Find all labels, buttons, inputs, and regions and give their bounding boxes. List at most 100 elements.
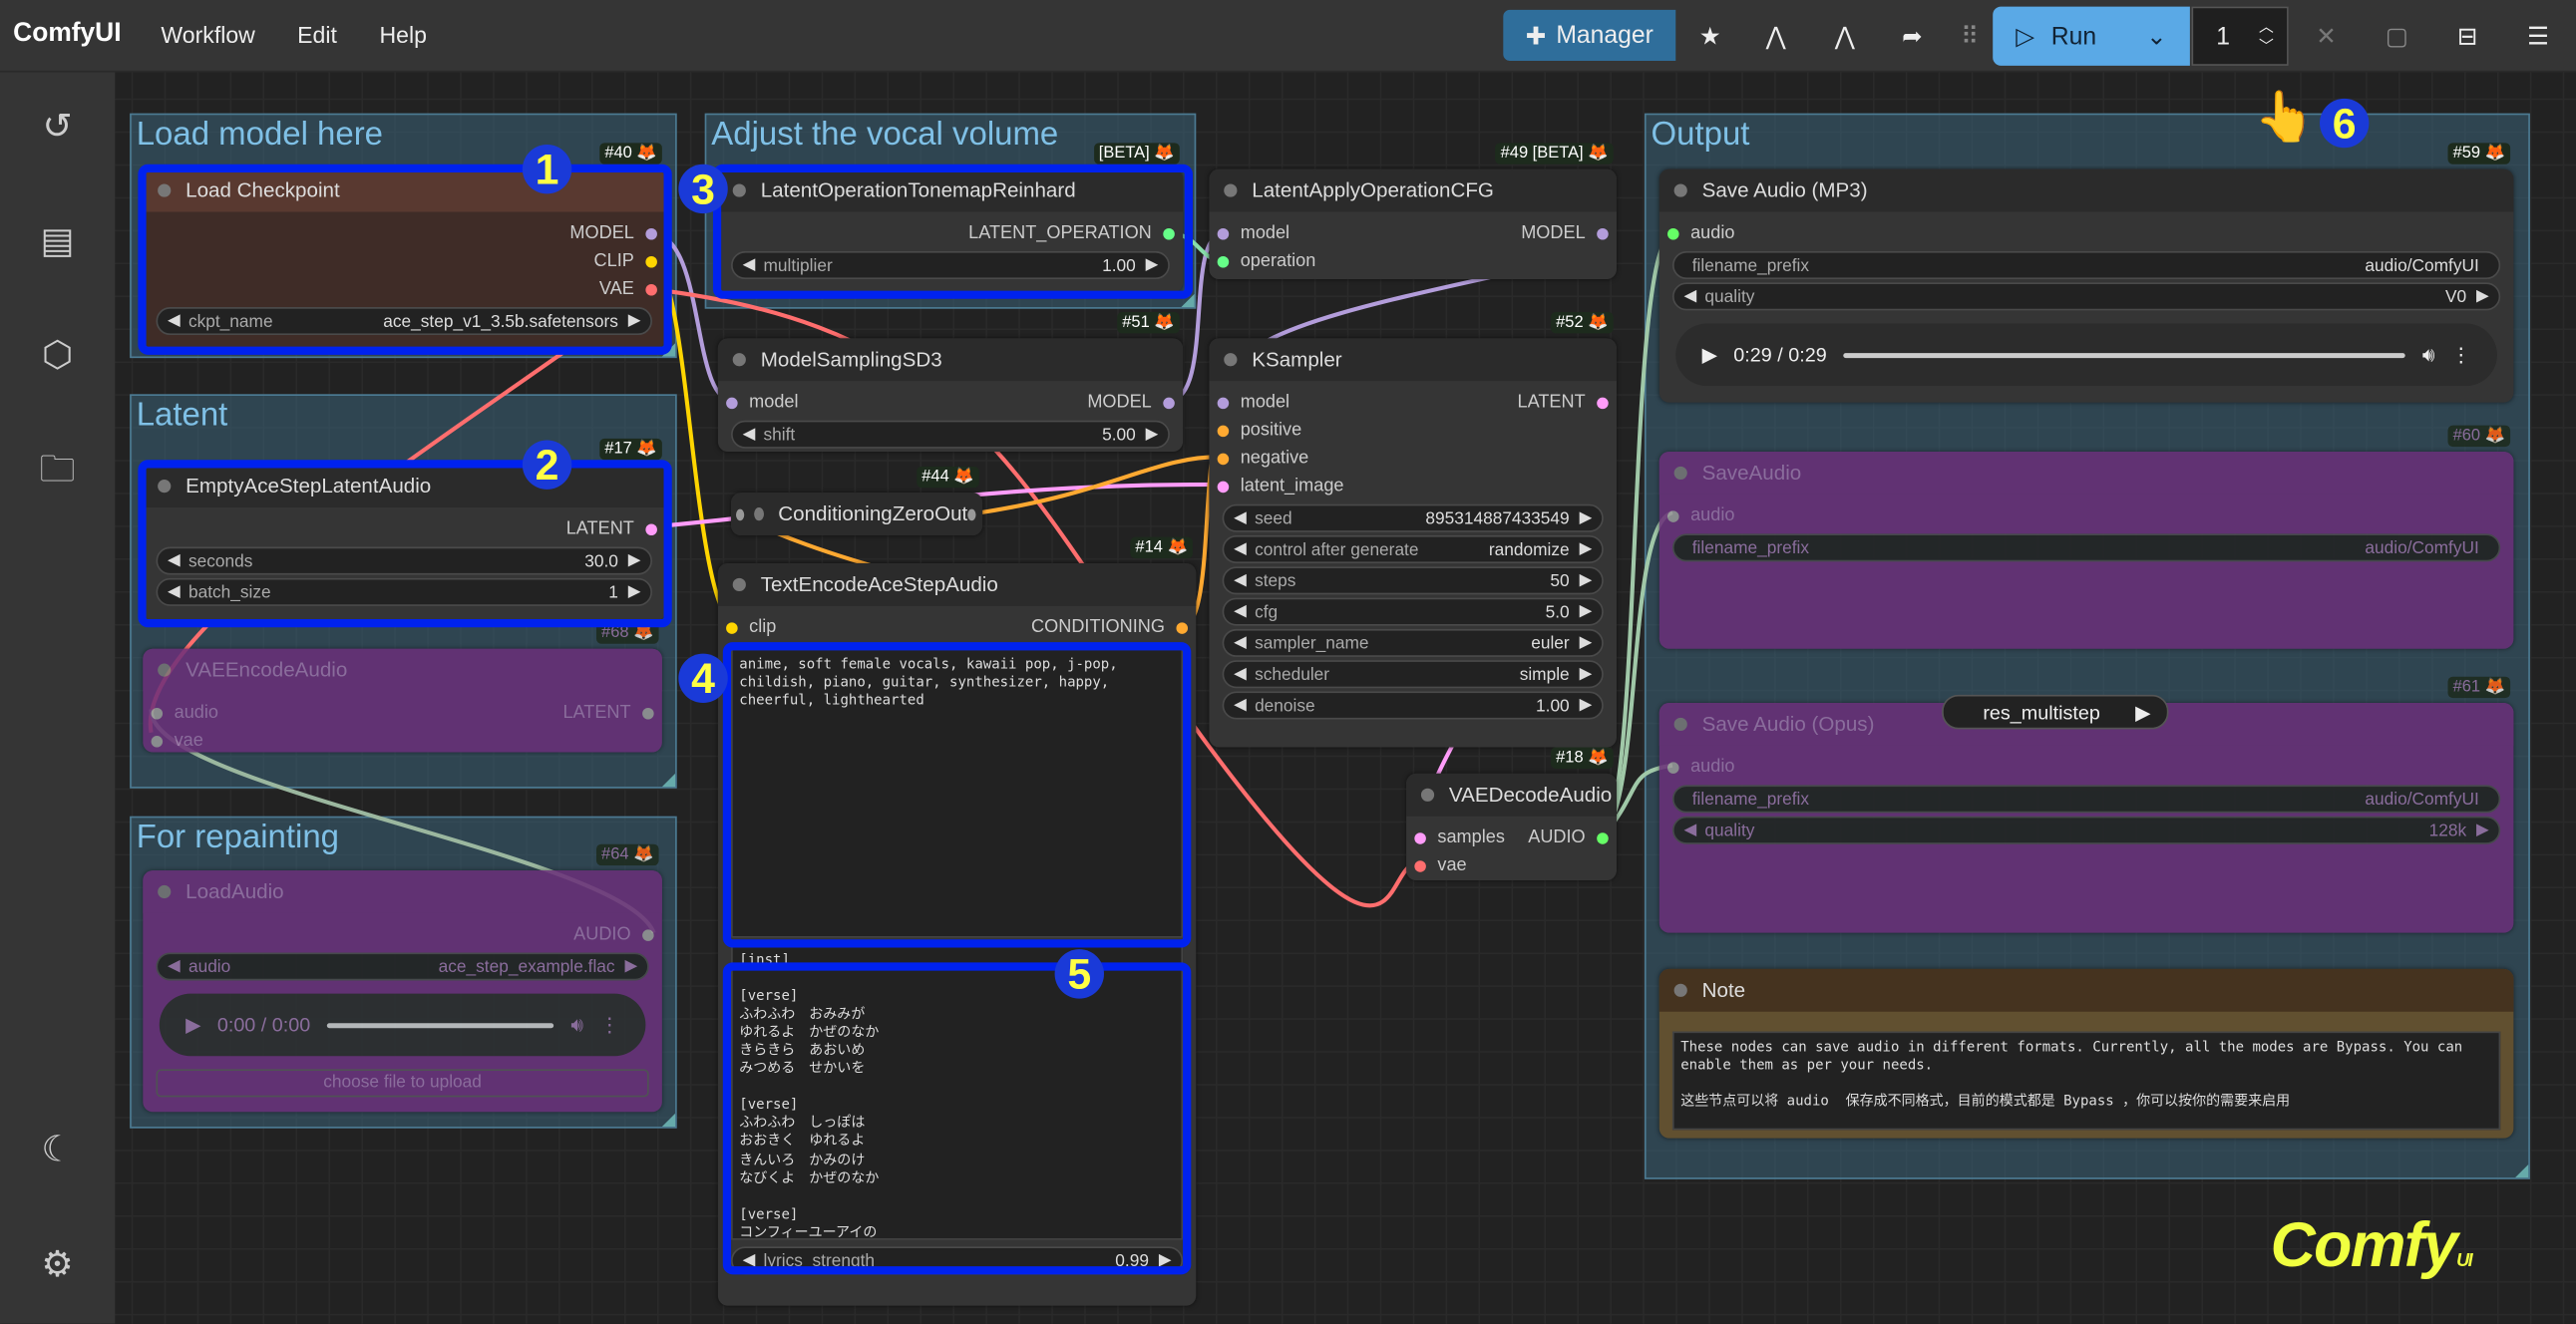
volume-icon[interactable]: 🔊︎ [570, 1012, 583, 1036]
input-slot-dot[interactable] [726, 396, 738, 409]
resize-handle[interactable] [2515, 1163, 2529, 1178]
play-icon[interactable]: ▶ [1701, 343, 1717, 367]
arrow-left-icon[interactable]: ◀ [742, 1251, 756, 1270]
node-header[interactable]: Note [1658, 968, 2514, 1012]
input-latent-image[interactable]: latent_image [1217, 477, 1344, 496]
input-slot-dot[interactable] [1414, 859, 1426, 871]
node-header[interactable]: VAEDecodeAudio [1406, 773, 1617, 817]
stepper-icon[interactable]: ︿ ﹀ [2259, 18, 2274, 55]
collapse-dot[interactable] [1420, 788, 1435, 802]
output-slot-dot[interactable] [1597, 831, 1609, 843]
settings-gear-icon[interactable]: ⚙ [41, 1243, 74, 1285]
collapse-dot[interactable] [732, 353, 746, 367]
input-operation[interactable]: operation [1217, 251, 1315, 271]
input-slot-dot[interactable] [1667, 509, 1679, 522]
text-prompt-input[interactable]: anime, soft female vocals, kawaii pop, j… [731, 648, 1184, 938]
input-clip[interactable]: clip [726, 617, 776, 637]
node-header[interactable]: LatentApplyOperationCFG [1209, 168, 1617, 212]
input-slot-dot[interactable] [1667, 227, 1679, 239]
arrow-right-icon[interactable]: ▶ [1579, 602, 1593, 621]
input-audio[interactable]: audio [1667, 223, 1734, 243]
arrow-right-icon[interactable]: ▶ [1579, 539, 1593, 559]
arrow-right-icon[interactable]: ▶ [1579, 571, 1593, 590]
widget-filename-prefix[interactable]: filename_prefix audio/ComfyUI [1671, 533, 2501, 562]
arrow-right-icon[interactable]: ▶ [1579, 633, 1593, 652]
volume-icon[interactable]: 🔊︎ [2421, 342, 2435, 366]
widget-shift[interactable]: ◀ shift 5.00 ▶ [731, 420, 1170, 449]
collapse-dot[interactable] [158, 480, 172, 494]
widget-scheduler[interactable]: ◀ scheduler simple ▶ [1222, 660, 1604, 689]
widget-quality[interactable]: ◀ quality V0 ▶ [1671, 282, 2501, 311]
node-vaeencodeaudio[interactable]: #68 🦊 VAEEncodeAudio audio LATENT vae [143, 622, 662, 753]
output-slot-dot[interactable] [642, 928, 654, 941]
arrow-right-icon[interactable]: ▶ [627, 551, 641, 570]
output-slot-dot[interactable] [1163, 396, 1175, 409]
input-slot[interactable] [735, 507, 745, 520]
output-slot[interactable] [967, 507, 976, 520]
arrow-left-icon[interactable]: ◀ [1234, 665, 1247, 684]
arrow-right-icon[interactable]: ▶ [2135, 700, 2151, 724]
collapse-dot[interactable] [1224, 353, 1238, 367]
output-conditioning[interactable]: CONDITIONING [1031, 617, 1189, 637]
menu-edit[interactable]: Edit [297, 21, 337, 48]
more-options-icon[interactable]: ⋮ [599, 1013, 620, 1037]
widget-audio[interactable]: ◀ audio ace_step_example.flac ▶ [156, 952, 649, 981]
input-slot-dot[interactable] [1217, 480, 1230, 493]
arrow-left-icon[interactable]: ◀ [1683, 821, 1697, 839]
run-button[interactable]: ▷ Run ⌄ [1993, 6, 2190, 66]
audio-progress-bar[interactable] [326, 1022, 554, 1028]
node-modelsamplingsd3[interactable]: #51 🦊 ModelSamplingSD3 model MODEL ◀ shift 5.0… [717, 311, 1184, 453]
node-textencodeacestepaudio[interactable]: #14 🦊 TextEncodeAceStepAudio clip CONDITION… [717, 536, 1197, 1306]
collapse-dot[interactable] [754, 507, 764, 521]
node-header[interactable]: Load Checkpoint [143, 168, 666, 212]
input-slot-dot[interactable] [151, 707, 164, 719]
widget-cfg[interactable]: ◀ cfg 5.0 ▶ [1222, 597, 1604, 626]
input-audio[interactable]: audio [151, 703, 218, 723]
output-latent[interactable]: LATENT [566, 519, 657, 538]
widget-quality[interactable]: ◀ quality 128k ▶ [1671, 816, 2501, 844]
widget-steps[interactable]: ◀ steps 50 ▶ [1222, 566, 1604, 595]
output-slot-dot[interactable] [645, 283, 657, 295]
widget-filename-prefix[interactable]: filename_prefix audio/ComfyUI [1671, 251, 2501, 280]
group-title[interactable]: For repainting [136, 820, 340, 856]
output-slot-dot[interactable] [1597, 396, 1609, 409]
upload-button[interactable]: choose file to upload [156, 1069, 649, 1098]
collapse-dot[interactable] [1673, 183, 1687, 197]
arrow-left-icon[interactable]: ◀ [168, 551, 181, 570]
output-audio[interactable]: AUDIO [1528, 828, 1609, 847]
input-audio[interactable]: audio [1667, 505, 1734, 525]
history-icon[interactable]: ↺ [42, 105, 73, 147]
input-slot-dot[interactable] [1217, 227, 1230, 239]
arrow-left-icon[interactable]: ◀ [742, 255, 756, 275]
group-title[interactable]: Latent [136, 397, 228, 434]
panel-icon[interactable]: ▢ [2385, 23, 2409, 52]
widget-seconds[interactable]: ◀ seconds 30.0 ▶ [156, 546, 652, 575]
output-slot-dot[interactable] [642, 707, 654, 719]
node-library-alt-icon[interactable]: ⋀ [1834, 23, 1856, 52]
input-model[interactable]: model [1217, 223, 1289, 243]
model-library-icon[interactable]: ⬡ [41, 333, 74, 375]
node-save-audio-opus[interactable]: #61 🦊 Save Audio (Opus) audio filename_pref… [1658, 676, 2514, 933]
hamburger-menu-icon[interactable]: ☰ [2527, 23, 2550, 52]
arrow-right-icon[interactable]: ▶ [1579, 665, 1593, 684]
arrow-right-icon[interactable]: ▶ [1579, 696, 1593, 715]
collapse-dot[interactable] [1673, 466, 1687, 481]
sampler-name-floating-widget[interactable]: res_multistep ▶ [1942, 694, 2169, 730]
arrow-left-icon[interactable]: ◀ [1234, 633, 1247, 652]
node-conditioningzeroout[interactable]: #44 🦊 ConditioningZeroOut [731, 466, 983, 536]
arrow-right-icon[interactable]: ▶ [627, 311, 641, 331]
menu-help[interactable]: Help [379, 21, 427, 48]
queue-list-icon[interactable]: ▤ [40, 219, 75, 261]
collapse-dot[interactable] [1673, 717, 1687, 732]
arrow-left-icon[interactable]: ◀ [1683, 287, 1697, 306]
node-header[interactable]: VAEEncodeAudio [143, 648, 662, 692]
arrow-left-icon[interactable]: ◀ [1234, 508, 1247, 527]
collapse-dot[interactable] [158, 884, 172, 899]
input-samples[interactable]: samples [1414, 828, 1505, 847]
node-save-audio-mp3[interactable]: #59 🦊 Save Audio (MP3) audio filename_prefi… [1658, 143, 2514, 403]
node-header[interactable]: LatentOperationTonemapReinhard [717, 168, 1184, 212]
node-header[interactable]: SaveAudio [1658, 452, 2514, 495]
text-prompt-input[interactable]: [inst] [verse] ふわふわ おみみが ゆれるよ かぜのなか きらきら… [731, 944, 1184, 1240]
theme-moon-icon[interactable]: ☾ [41, 1128, 74, 1169]
